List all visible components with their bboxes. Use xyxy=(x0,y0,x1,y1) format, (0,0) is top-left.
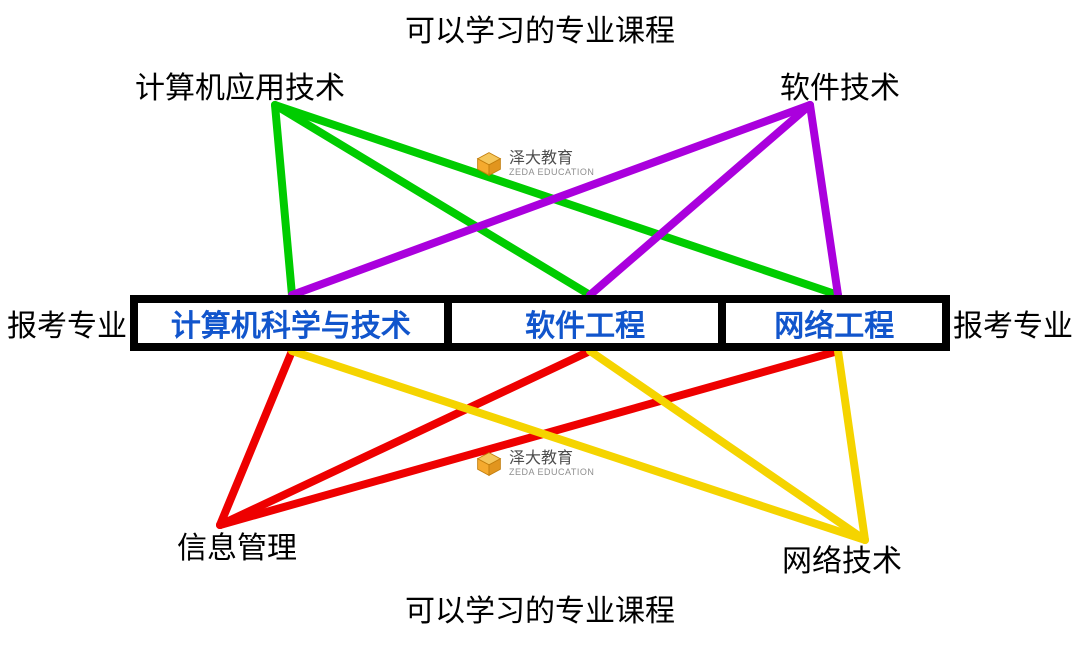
center-cell-2: 网络工程 xyxy=(726,303,942,343)
center-cell-0: 计算机科学与技术 xyxy=(138,303,452,343)
watermark-sub: ZEDA EDUCATION xyxy=(509,168,594,178)
center-bar: 计算机科学与技术 软件工程 网络工程 xyxy=(130,295,950,351)
center-cell-1: 软件工程 xyxy=(452,303,727,343)
title-bottom: 可以学习的专业课程 xyxy=(405,586,675,630)
center-cell-1-label: 软件工程 xyxy=(525,301,645,345)
side-label-right: 报考专业 xyxy=(953,301,1073,345)
center-cell-0-label: 计算机科学与技术 xyxy=(171,301,411,345)
watermark-sub: ZEDA EDUCATION xyxy=(509,468,594,478)
watermark-main: 泽大教育 xyxy=(509,150,594,168)
center-cell-2-label: 网络工程 xyxy=(774,301,894,345)
course-bottom-left: 信息管理 xyxy=(177,523,297,567)
watermark-main: 泽大教育 xyxy=(509,450,594,468)
course-bottom-right: 网络技术 xyxy=(782,536,902,580)
watermark-bottom: 泽大教育 ZEDA EDUCATION xyxy=(475,450,594,478)
course-top-right: 软件技术 xyxy=(780,63,900,107)
side-label-left: 报考专业 xyxy=(7,301,127,345)
title-top: 可以学习的专业课程 xyxy=(405,6,675,50)
cube-icon xyxy=(475,450,503,478)
watermark-top: 泽大教育 ZEDA EDUCATION xyxy=(475,150,594,178)
cube-icon xyxy=(475,150,503,178)
course-top-left: 计算机应用技术 xyxy=(135,63,345,107)
